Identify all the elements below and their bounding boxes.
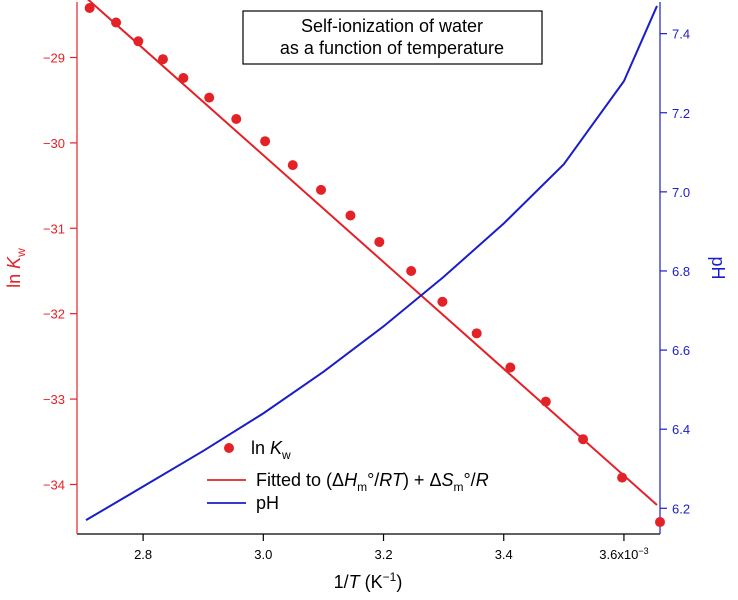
y-right-tick-label: 6.4 — [672, 422, 690, 437]
lnkw-point — [316, 184, 327, 195]
series-layer — [84, 0, 665, 528]
lnkw-point — [204, 92, 215, 103]
fit-line — [87, 0, 658, 506]
x-axis-ticks: 2.8 3.0 3.2 3.4 3.6x10−3 — [134, 534, 649, 562]
chart-title: Self-ionization of water as a function o… — [242, 10, 543, 65]
y-left-tick-label: −34 — [43, 477, 65, 492]
title-line-2: as a function of temperature — [280, 38, 504, 58]
lnkw-point — [345, 210, 356, 221]
lnkw-point — [157, 54, 168, 65]
y-left-tick-label: −30 — [43, 136, 65, 151]
lnkw-point — [374, 236, 385, 247]
lnkw-point — [178, 73, 189, 83]
x-tick-label: 3.2 — [374, 547, 392, 562]
y-right-tick-label: 7.4 — [672, 27, 690, 42]
y-left-axis-ticks: −29 −30 −31 −32 −33 −34 — [43, 51, 77, 492]
title-box — [242, 10, 543, 65]
ph-line — [85, 5, 658, 522]
y-right-tick-label: 6.8 — [672, 264, 690, 279]
x-tick-label: 3.4 — [495, 547, 513, 562]
legend-label-fit: Fitted to (ΔHm°/RT) + ΔSm°/R — [256, 470, 489, 494]
y-right-tick-label: 7.0 — [672, 185, 690, 200]
lnkw-point — [471, 328, 482, 339]
lnkw-point — [84, 2, 95, 13]
y-right-axis-ticks: 6.2 6.4 6.6 6.8 7.0 7.2 7.4 — [660, 27, 690, 516]
legend-marker-lnkw — [224, 443, 234, 453]
y-left-axis-title: ln Kw — [4, 248, 28, 288]
y-left-tick-label: −33 — [43, 392, 65, 407]
title-line-1: Self-ionization of water — [301, 16, 483, 36]
legend-label-ph: pH — [256, 493, 279, 513]
y-right-axis-title: pH — [708, 256, 728, 279]
y-right-tick-label: 6.6 — [672, 343, 690, 358]
lnkw-point — [287, 160, 298, 171]
legend-label-lnkw: ln Kw — [251, 438, 291, 462]
lnkw-point — [505, 362, 516, 373]
x-axis-title: 1/T (K−1) — [334, 570, 403, 592]
lnkw-point — [111, 17, 122, 28]
y-right-tick-label: 6.2 — [672, 501, 690, 516]
x-tick-label: 3.0 — [254, 547, 272, 562]
lnkw-point — [655, 517, 665, 528]
plot-frame — [76, 2, 661, 535]
legend: ln Kw Fitted to (ΔHm°/RT) + ΔSm°/R pH — [207, 438, 489, 513]
lnkw-point — [406, 265, 417, 276]
x-tick-label: 2.8 — [134, 547, 152, 562]
y-left-tick-label: −29 — [43, 51, 65, 66]
y-left-tick-label: −32 — [43, 307, 65, 322]
y-left-tick-label: −31 — [43, 221, 65, 236]
lnkw-point — [260, 136, 271, 147]
lnkw-point — [437, 296, 448, 307]
lnkw-point — [133, 36, 144, 47]
x-tick-label: 3.6x10−3 — [599, 546, 648, 562]
lnkw-point — [231, 113, 242, 124]
y-right-tick-label: 7.2 — [672, 106, 690, 121]
